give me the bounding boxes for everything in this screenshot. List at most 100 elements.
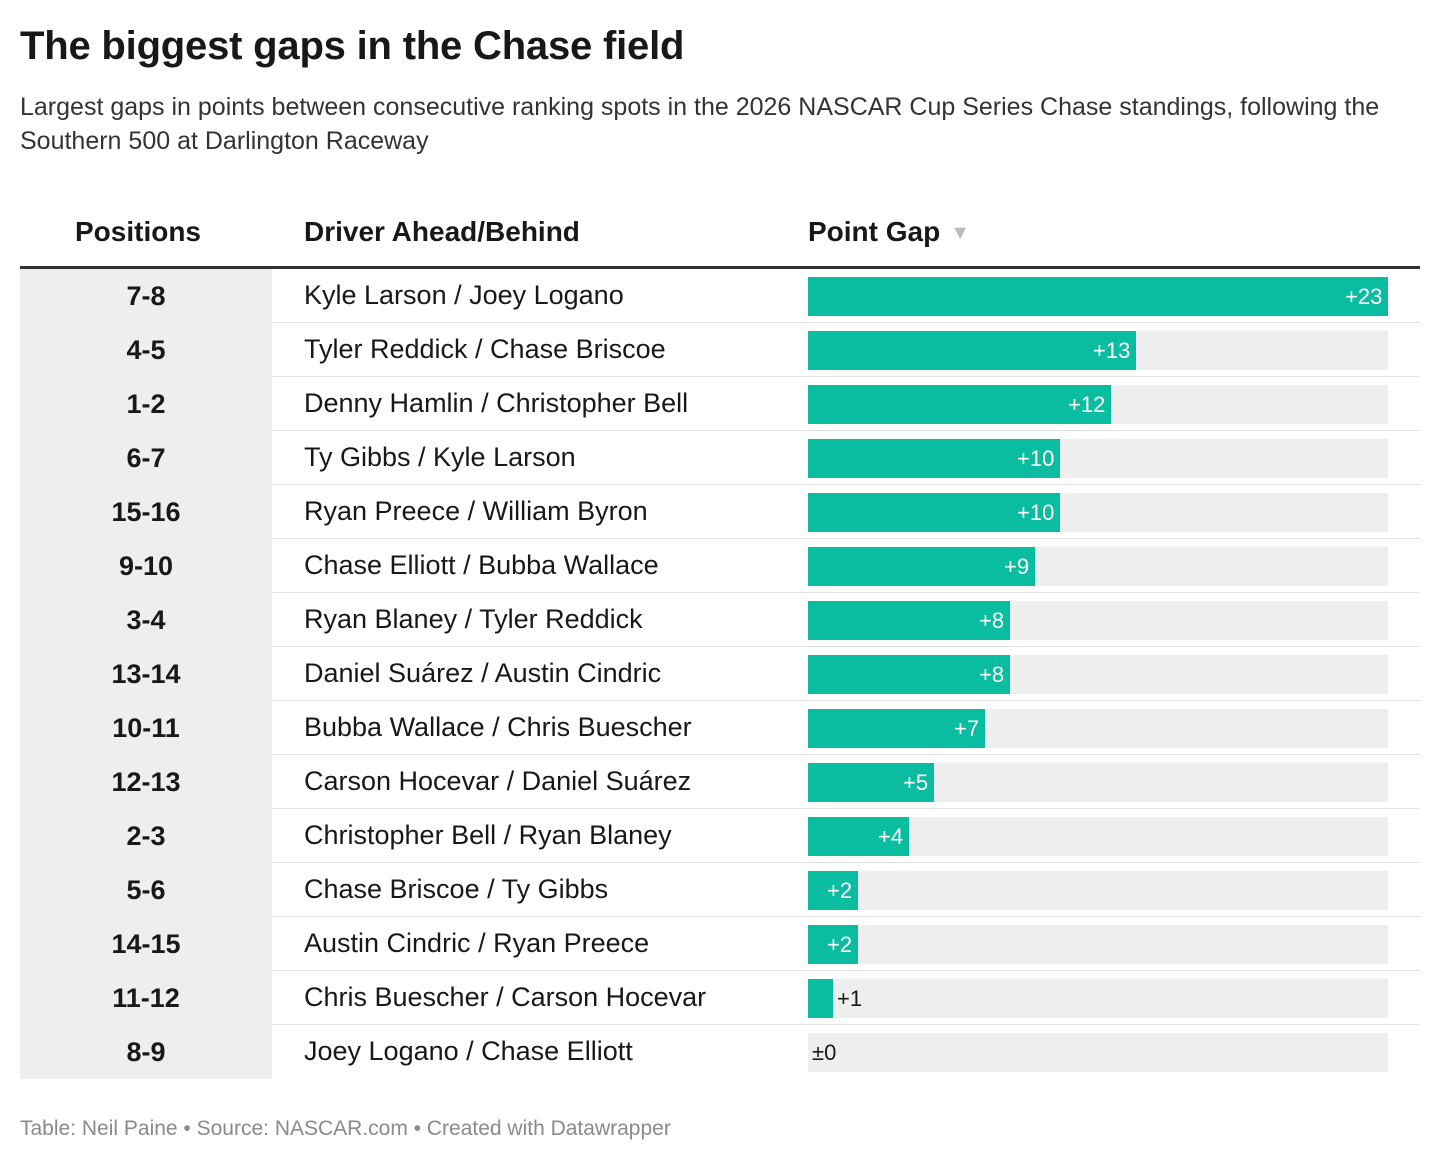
drivers-cell: Chris Buescher / Carson Hocevar (304, 982, 707, 1012)
positions-cell: 4-5 (20, 323, 272, 377)
column-header-point-gap-label: Point Gap (808, 216, 941, 247)
positions-cell: 7-8 (20, 269, 272, 323)
table-row: 4-5 Tyler Reddick / Chase Briscoe +13 (20, 323, 1420, 377)
gap-bar-track: +4 (808, 817, 1388, 856)
gap-bar (808, 547, 1035, 586)
positions-cell: 1-2 (20, 377, 272, 431)
table-row: 14-15 Austin Cindric / Ryan Preece +2 (20, 917, 1420, 971)
chart-subtitle: Largest gaps in points between consecuti… (20, 93, 1380, 155)
gap-bar (808, 871, 858, 910)
gap-value-label: +1 (837, 986, 863, 1011)
gap-bar (808, 277, 1388, 316)
gap-value-label: ±0 (812, 1040, 837, 1065)
gap-bar (808, 979, 833, 1018)
gap-bar-track: +2 (808, 871, 1388, 910)
table-row: 8-9 Joey Logano / Chase Elliott ±0 (20, 1025, 1420, 1079)
positions-cell: 11-12 (20, 971, 272, 1025)
positions-cell: 15-16 (20, 485, 272, 539)
gap-value-label: +2 (827, 932, 853, 957)
source-footer: Table: Neil Paine • Source: NASCAR.com •… (20, 1117, 671, 1140)
gap-value-label: +9 (1004, 554, 1030, 579)
gap-table: Positions Driver Ahead/Behind Point Gap ▼… (20, 200, 1420, 1079)
gap-bar-track: +8 (808, 601, 1388, 640)
drivers-cell: Ryan Preece / William Byron (304, 496, 648, 526)
gap-bar-track: +1 (808, 979, 1388, 1018)
gap-bar (808, 925, 858, 964)
table-header: Positions Driver Ahead/Behind Point Gap ▼ (20, 200, 1420, 269)
positions-cell: 9-10 (20, 539, 272, 593)
column-header-positions[interactable]: Positions (74, 216, 201, 247)
sort-descending-icon[interactable]: ▼ (950, 222, 971, 244)
table-row: 3-4 Ryan Blaney / Tyler Reddick +8 (20, 593, 1420, 647)
table-row: 6-7 Ty Gibbs / Kyle Larson +10 (20, 431, 1420, 485)
drivers-cell: Chase Elliott / Bubba Wallace (304, 550, 659, 580)
gap-bar (808, 601, 1010, 640)
gap-bar-track: +2 (808, 925, 1388, 964)
drivers-cell: Daniel Suárez / Austin Cindric (304, 658, 662, 688)
gap-value-label: +10 (1017, 446, 1055, 471)
table-row: 11-12 Chris Buescher / Carson Hocevar +1 (20, 971, 1420, 1025)
gap-bar (808, 817, 909, 856)
table-body: 7-8 Kyle Larson / Joey Logano +23 4-5 Tyler … (20, 269, 1420, 1079)
drivers-cell: Ryan Blaney / Tyler Reddick (304, 604, 643, 634)
positions-cell: 6-7 (20, 431, 272, 485)
drivers-cell: Chase Briscoe / Ty Gibbs (304, 874, 609, 904)
table-row: 15-16 Ryan Preece / William Byron +10 (20, 485, 1420, 539)
gap-value-label: +12 (1068, 392, 1106, 417)
gap-value-label: +4 (878, 824, 904, 849)
gap-bar (808, 439, 1060, 478)
gap-bar (808, 331, 1136, 370)
positions-cell: 3-4 (20, 593, 272, 647)
gap-bar (808, 709, 985, 748)
drivers-cell: Bubba Wallace / Chris Buescher (304, 712, 692, 742)
chart-title: The biggest gaps in the Chase field (20, 24, 685, 68)
column-header-drivers[interactable]: Driver Ahead/Behind (304, 216, 580, 247)
gap-bar-track: +23 (808, 277, 1388, 316)
positions-cell: 13-14 (20, 647, 272, 701)
gap-value-label: +8 (979, 662, 1005, 687)
drivers-cell: Kyle Larson / Joey Logano (304, 280, 624, 310)
table-row: 1-2 Denny Hamlin / Christopher Bell +12 (20, 377, 1420, 431)
gap-bar-track: +7 (808, 709, 1388, 748)
gap-bar-track: ±0 (808, 1033, 1388, 1072)
gap-bar-track: +13 (808, 331, 1388, 370)
gap-value-label: +7 (954, 716, 980, 741)
gap-bar (808, 385, 1111, 424)
positions-cell: 2-3 (20, 809, 272, 863)
drivers-cell: Joey Logano / Chase Elliott (304, 1036, 633, 1066)
gap-value-label: +13 (1093, 338, 1131, 363)
gap-value-label: +10 (1017, 500, 1055, 525)
table-row: 13-14 Daniel Suárez / Austin Cindric +8 (20, 647, 1420, 701)
drivers-cell: Denny Hamlin / Christopher Bell (304, 388, 689, 418)
drivers-cell: Carson Hocevar / Daniel Suárez (304, 766, 692, 796)
gap-bar-track: +9 (808, 547, 1388, 586)
table-row: 7-8 Kyle Larson / Joey Logano +23 (20, 269, 1420, 323)
gap-bar-track: +10 (808, 493, 1388, 532)
gap-bar (808, 763, 934, 802)
positions-cell: 10-11 (20, 701, 272, 755)
positions-cell: 12-13 (20, 755, 272, 809)
gap-value-label: +23 (1345, 284, 1383, 309)
gap-bar-track: +12 (808, 385, 1388, 424)
positions-cell: 5-6 (20, 863, 272, 917)
positions-cell: 8-9 (20, 1025, 272, 1079)
gap-bar-track: +8 (808, 655, 1388, 694)
table-row: 12-13 Carson Hocevar / Daniel Suárez +5 (20, 755, 1420, 809)
drivers-cell: Christopher Bell / Ryan Blaney (304, 820, 672, 850)
gap-value-label: +5 (903, 770, 929, 795)
gap-bar-track: +10 (808, 439, 1388, 478)
table-row: 2-3 Christopher Bell / Ryan Blaney +4 (20, 809, 1420, 863)
drivers-cell: Ty Gibbs / Kyle Larson (304, 442, 576, 472)
table-row: 10-11 Bubba Wallace / Chris Buescher +7 (20, 701, 1420, 755)
column-header-point-gap[interactable]: Point Gap ▼ (808, 214, 970, 253)
drivers-cell: Austin Cindric / Ryan Preece (304, 928, 650, 958)
table-row: 9-10 Chase Elliott / Bubba Wallace +9 (20, 539, 1420, 593)
gap-value-label: +2 (827, 878, 853, 903)
gap-bar-track: +5 (808, 763, 1388, 802)
table-row: 5-6 Chase Briscoe / Ty Gibbs +2 (20, 863, 1420, 917)
gap-bar (808, 655, 1010, 694)
gap-bar (808, 493, 1060, 532)
gap-value-label: +8 (979, 608, 1005, 633)
drivers-cell: Tyler Reddick / Chase Briscoe (304, 334, 666, 364)
positions-cell: 14-15 (20, 917, 272, 971)
